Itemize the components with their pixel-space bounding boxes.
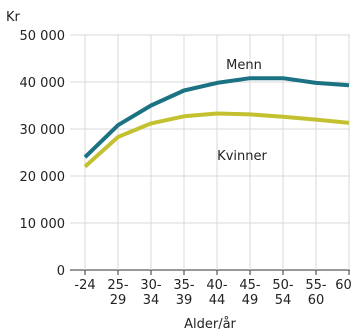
x-tick-label: 30- [140,278,162,293]
y-ticks: 0 10 000 20 000 30 000 40 000 50 000 [20,29,66,279]
y-tick-label: 10 000 [20,217,66,232]
y-tick-label: 40 000 [20,76,66,91]
y-tick-label: 0 [57,264,65,279]
x-tick-label: 50- [272,278,294,293]
series-label-menn: Menn [226,58,262,73]
x-tick-label: 35- [173,278,195,293]
grid [70,34,350,275]
x-tick-label: 45- [239,278,261,293]
series-label-kvinner: Kvinner [217,149,267,164]
x-tick-label-line2: 60 [308,293,325,308]
x-tick-label-line2: 34 [143,293,160,308]
x-tick-label-line2: 54 [275,293,292,308]
x-tick-label: 40- [206,278,228,293]
y-tick-label: 50 000 [20,29,66,44]
x-tick-label-line2: 29 [110,293,127,308]
series-line-kvinner [83,111,350,169]
x-tick-label: -24 [74,278,95,293]
series-line-menn [83,76,350,159]
y-axis-unit: Kr [6,10,21,25]
x-ticks: -24 25-29 30-34 35-39 40-44 45-49 50-54 55-60 60… [74,278,351,308]
y-tick-label: 30 000 [20,123,66,138]
x-tick-label-line2: 49 [242,293,259,308]
x-tick-label: 60+ [335,278,351,293]
x-tick-label-line2: 44 [209,293,226,308]
series-labels: Menn Kvinner [217,58,267,164]
series-lines [83,76,350,169]
x-tick-label: 25- [107,278,129,293]
x-tick-label: 55- [305,278,327,293]
x-tick-label-line2: 39 [176,293,193,308]
y-tick-label: 20 000 [20,170,66,185]
x-axis-title: Alder/år [184,317,236,331]
